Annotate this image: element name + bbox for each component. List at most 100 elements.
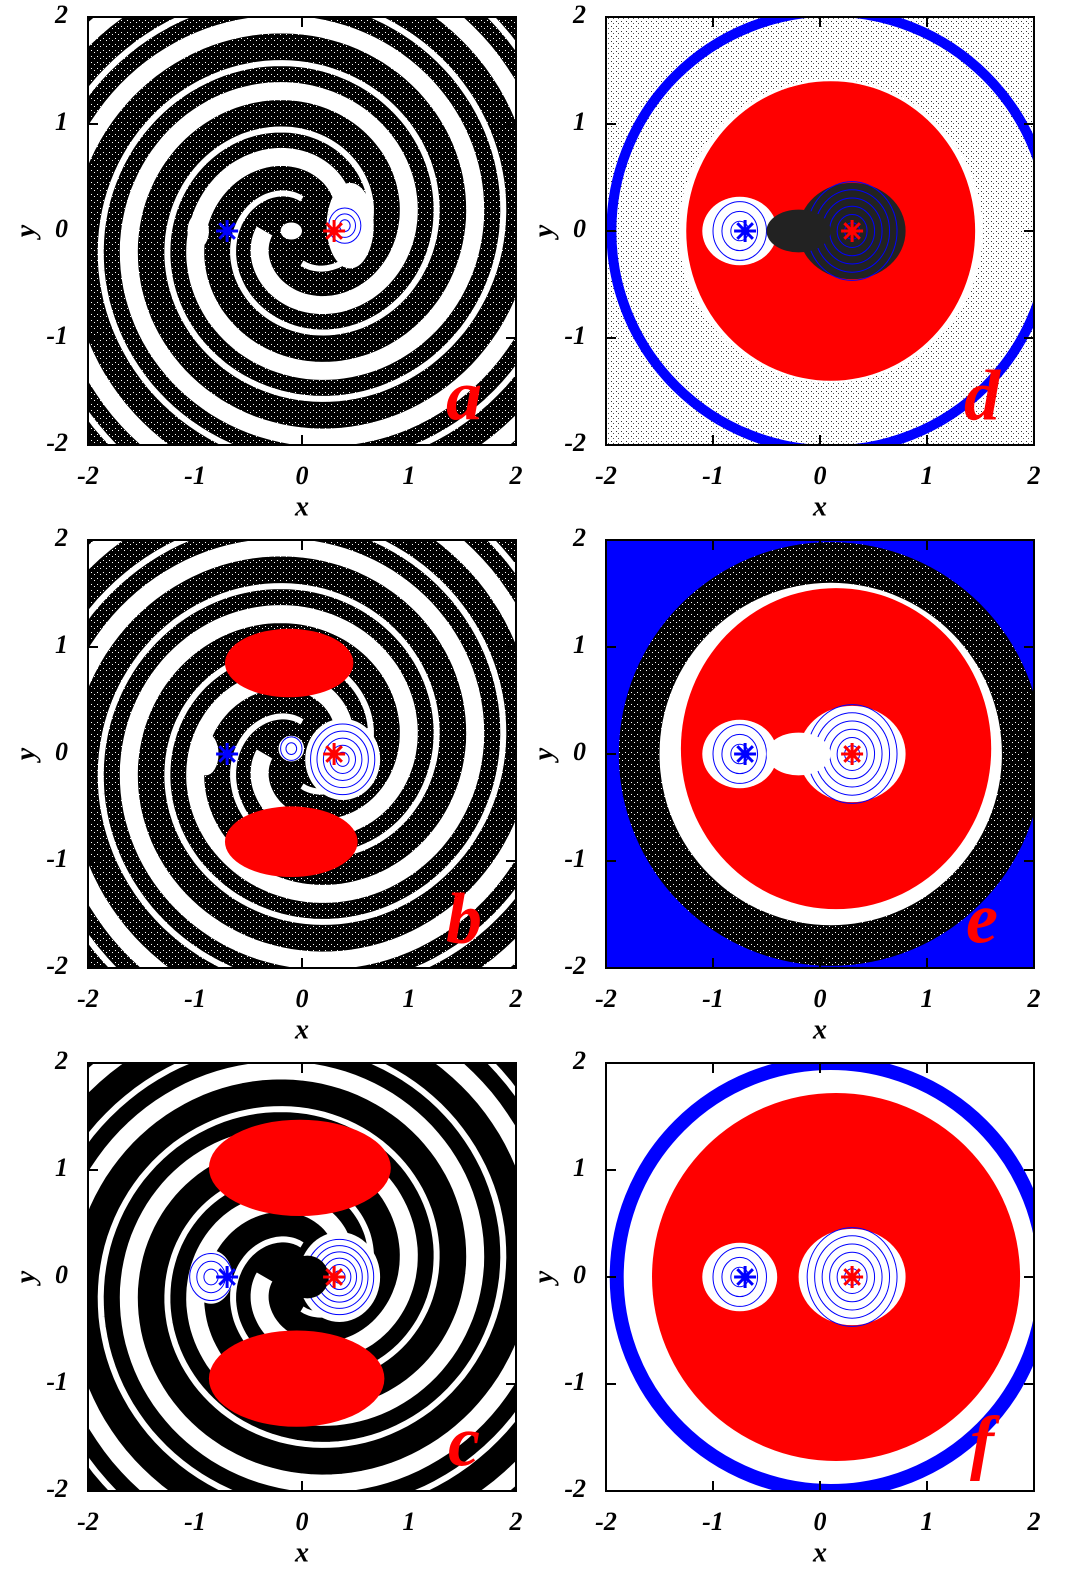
escape-ring (609, 1063, 1034, 1491)
x-axis-label: x (812, 491, 827, 522)
neck (766, 732, 831, 776)
x-tick-label: 1 (921, 1507, 934, 1536)
primary-marker (323, 1266, 346, 1288)
y-tick-label: -2 (46, 951, 68, 980)
swirl (88, 17, 516, 445)
x-axis-label: x (294, 1537, 309, 1568)
x-tick-label: 0 (814, 461, 827, 490)
x-axis-label: x (294, 491, 309, 522)
island (278, 735, 305, 762)
panel-label: c (448, 1402, 480, 1482)
island (187, 213, 209, 249)
x-tick-label: -1 (184, 461, 206, 490)
island (280, 222, 302, 240)
y-axis-label: y (10, 1270, 41, 1286)
contour (316, 730, 369, 789)
y-tick-label: -2 (564, 428, 586, 457)
x-tick-label: -2 (77, 984, 99, 1013)
contour (712, 1247, 767, 1307)
swirl (97, 17, 516, 445)
x-tick-label: -2 (77, 461, 99, 490)
x-tick-label: 2 (509, 461, 523, 490)
x-tick-label: -1 (702, 984, 724, 1013)
y-tick-label: 1 (573, 107, 586, 136)
swirl (88, 540, 516, 968)
x-tick-label: -2 (77, 1507, 99, 1536)
x-tick-label: -1 (184, 1507, 206, 1536)
primary-marker (841, 220, 864, 242)
contour (836, 1260, 868, 1294)
y-tick-label: 2 (572, 0, 586, 29)
x-tick-label: 1 (403, 984, 416, 1013)
y-tick-label: 0 (573, 214, 586, 243)
x-tick-label: 0 (814, 1507, 827, 1536)
primary-marker (216, 1266, 239, 1288)
y-tick-label: 0 (55, 214, 68, 243)
y-tick-label: -2 (46, 428, 68, 457)
x-tick-label: 2 (1027, 461, 1041, 490)
contour (829, 1251, 876, 1303)
contour (310, 723, 376, 796)
x-tick-label: 1 (921, 984, 934, 1013)
panel: -2 -1 0 1 2 -2 -1 0 1 2 x y c (10, 1046, 522, 1568)
primary-marker (841, 743, 864, 765)
y-axis-label: y (528, 224, 559, 240)
swirl (97, 540, 516, 968)
contour (821, 1243, 883, 1311)
y-tick-label: 2 (572, 1046, 586, 1075)
y-tick-label: 0 (573, 737, 586, 766)
background-structure (606, 1063, 1034, 1491)
swirl (88, 540, 516, 968)
contour (335, 751, 350, 767)
swirl (88, 17, 516, 445)
x-tick-label: 0 (296, 461, 309, 490)
x-tick-label: 2 (1027, 1507, 1041, 1536)
y-tick-label: -1 (46, 1367, 68, 1396)
y-tick-label: -2 (46, 1474, 68, 1503)
y-tick-label: 2 (572, 523, 586, 552)
y-tick-label: 2 (54, 0, 68, 29)
background-structure (88, 17, 516, 445)
swirl (88, 17, 507, 445)
panel: -2 -1 0 1 2 -2 -1 0 1 2 x y e (528, 523, 1040, 1045)
background-structure (606, 540, 1034, 968)
contour (280, 736, 303, 761)
swirl (88, 540, 507, 968)
forbidden-region (208, 1119, 391, 1217)
x-axis-label: x (812, 1014, 827, 1045)
neck (766, 209, 831, 253)
contour (322, 737, 363, 782)
y-tick-label: -1 (46, 321, 68, 350)
contour (721, 1256, 759, 1298)
y-tick-label: 1 (573, 1153, 586, 1182)
contour (836, 214, 868, 248)
contour (721, 210, 759, 252)
primary-marker (216, 743, 239, 765)
swirl (88, 1063, 516, 1491)
y-axis-label: y (528, 1270, 559, 1286)
x-tick-label: 1 (403, 461, 416, 490)
y-tick-label: 1 (55, 630, 68, 659)
island (192, 732, 219, 776)
contour (285, 742, 298, 756)
y-tick-label: 1 (55, 1153, 68, 1182)
x-tick-label: 2 (509, 984, 523, 1013)
panel-label: b (446, 879, 482, 959)
background-structure (606, 17, 1034, 445)
x-tick-label: 1 (403, 1507, 416, 1536)
x-tick-label: -1 (702, 1507, 724, 1536)
y-tick-label: -1 (564, 1367, 586, 1396)
contour (806, 1227, 898, 1327)
primary-marker (323, 743, 346, 765)
swirl (97, 1063, 516, 1491)
x-axis-label: x (294, 1014, 309, 1045)
island (189, 1250, 233, 1304)
panel: -2 -1 0 1 2 -2 -1 0 1 2 x y a (10, 0, 523, 522)
panel-label: e (966, 879, 998, 959)
contour (836, 737, 868, 771)
forbidden-region (208, 1330, 385, 1427)
primary-marker (734, 220, 757, 242)
panel: -2 -1 0 1 2 -2 -1 0 1 2 x y d (528, 0, 1041, 522)
